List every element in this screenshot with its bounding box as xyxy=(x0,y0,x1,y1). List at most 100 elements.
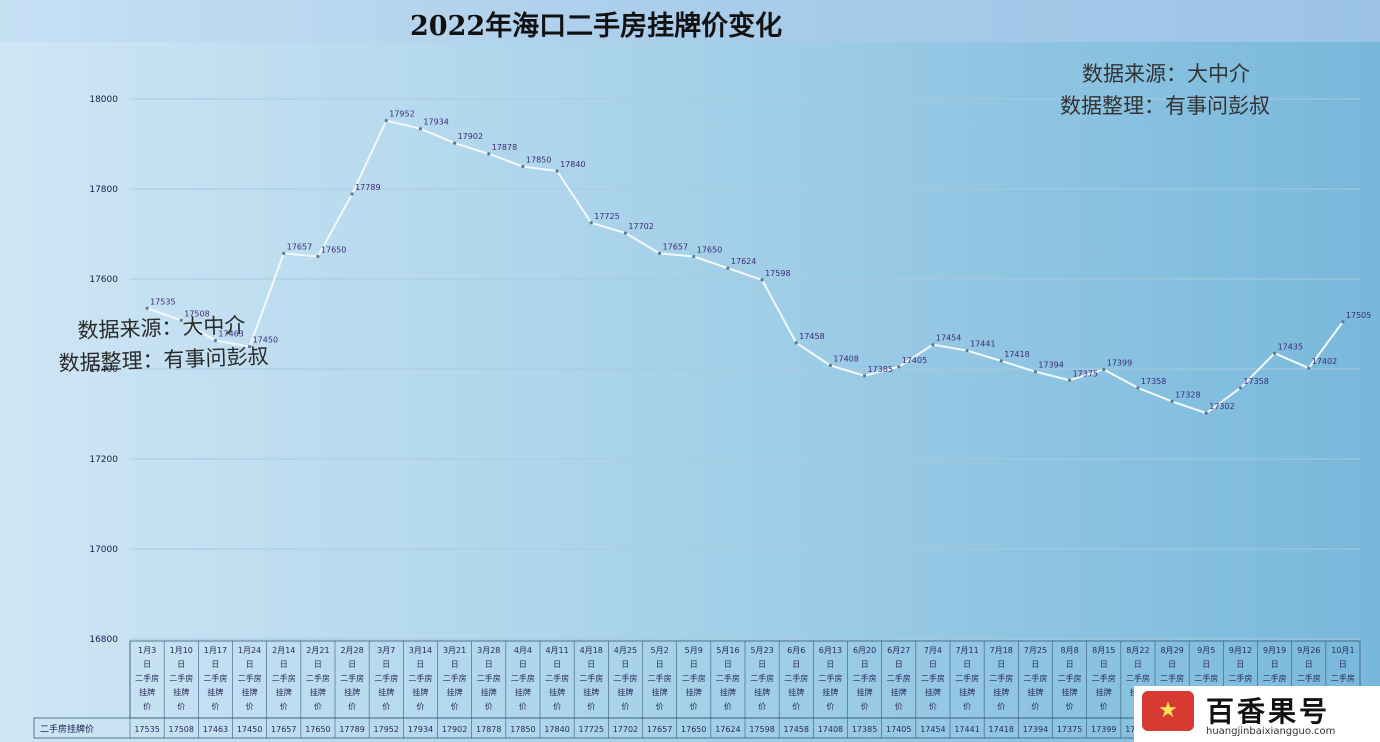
category-label: 3月7 日二手房挂牌价 xyxy=(374,646,398,711)
data-label: 17302 xyxy=(1209,402,1234,411)
data-label: 17598 xyxy=(765,269,790,278)
category-label: 6月20 日二手房挂牌价 xyxy=(853,646,877,711)
data-point xyxy=(418,127,423,131)
data-point xyxy=(452,141,457,145)
data-label: 17441 xyxy=(970,340,995,349)
table-value: 17850 xyxy=(510,725,535,734)
table-value: 17650 xyxy=(681,725,706,734)
table-value: 17394 xyxy=(1023,725,1048,734)
table-value: 17508 xyxy=(169,725,194,734)
data-label: 17463 xyxy=(218,330,243,339)
category-label: 6月13 日二手房挂牌价 xyxy=(818,646,842,711)
data-label: 17405 xyxy=(902,356,927,365)
data-point xyxy=(1307,366,1311,370)
table-value: 17650 xyxy=(305,725,330,734)
data-label: 17657 xyxy=(663,242,688,251)
data-label: 17435 xyxy=(1278,342,1303,351)
data-point xyxy=(1272,351,1277,355)
data-label: 17850 xyxy=(526,156,551,165)
table-value: 17702 xyxy=(613,725,638,734)
table-value: 17657 xyxy=(271,725,296,734)
category-label: 7月4 日二手房挂牌价 xyxy=(921,646,945,711)
data-label: 17328 xyxy=(1175,390,1200,399)
data-label: 17934 xyxy=(423,118,448,127)
data-label: 17624 xyxy=(731,257,756,266)
table-value: 17952 xyxy=(374,725,399,734)
data-label: 17650 xyxy=(321,246,346,255)
data-label: 17394 xyxy=(1038,361,1063,370)
category-label: 1月24 日二手房挂牌价 xyxy=(238,646,262,711)
data-point xyxy=(316,254,320,259)
category-label: 1月10 日二手房挂牌价 xyxy=(169,646,193,711)
category-label: 6月6 日二手房挂牌价 xyxy=(784,646,808,711)
data-label: 17902 xyxy=(458,132,483,141)
data-point xyxy=(1136,386,1140,390)
data-point xyxy=(794,341,798,345)
data-point xyxy=(657,251,662,255)
data-point xyxy=(862,374,867,378)
data-point xyxy=(350,192,354,196)
title-bar: 2022年海口二手房挂牌价变化 xyxy=(0,0,1380,42)
category-label: 6月27 日二手房挂牌价 xyxy=(887,646,911,711)
data-point xyxy=(1170,399,1174,403)
table-value: 17399 xyxy=(1091,725,1116,734)
category-label: 3月28 日二手房挂牌价 xyxy=(477,646,501,711)
data-point xyxy=(179,318,183,322)
data-label: 17840 xyxy=(560,160,585,169)
category-label: 7月25 日二手房挂牌价 xyxy=(1023,646,1047,711)
data-label: 17952 xyxy=(389,110,414,119)
table-value: 17624 xyxy=(715,725,740,734)
data-point xyxy=(589,221,593,225)
data-point xyxy=(145,306,149,310)
data-point xyxy=(965,348,969,353)
data-label: 17402 xyxy=(1312,357,1337,366)
data-label: 17385 xyxy=(868,365,893,374)
data-point xyxy=(726,266,730,270)
series-line xyxy=(146,119,1344,415)
data-point xyxy=(1033,370,1038,374)
data-point xyxy=(555,169,559,173)
data-label: 17505 xyxy=(1346,311,1371,320)
table-value: 17840 xyxy=(544,725,569,734)
data-label: 17458 xyxy=(799,332,824,341)
category-label: 1月17 日二手房挂牌价 xyxy=(203,646,227,711)
data-label: 17399 xyxy=(1107,358,1132,367)
data-point xyxy=(931,343,935,347)
y-tick-label: 17400 xyxy=(89,365,118,375)
source-line-2: 数据整理：有事问彭叔 xyxy=(1060,94,1270,118)
y-tick-label: 17600 xyxy=(89,275,118,285)
data-label: 17535 xyxy=(150,297,175,306)
data-label: 17375 xyxy=(1073,369,1098,378)
category-label: 2月21 日二手房挂牌价 xyxy=(306,646,330,711)
data-label: 17418 xyxy=(1004,350,1029,359)
data-point xyxy=(828,363,833,367)
data-point xyxy=(897,365,901,369)
y-tick-label: 17200 xyxy=(89,455,118,465)
watermark-name: 百香果号 xyxy=(1206,695,1331,728)
table-value: 17385 xyxy=(852,725,877,734)
category-label: 7月11 日二手房挂牌价 xyxy=(955,646,979,711)
data-point xyxy=(760,278,764,282)
data-point xyxy=(999,359,1003,363)
data-label: 17789 xyxy=(355,183,380,192)
table-value: 17657 xyxy=(647,725,672,734)
category-label: 5月23 日二手房挂牌价 xyxy=(750,646,774,711)
table-value: 17405 xyxy=(886,725,911,734)
data-point xyxy=(1238,386,1243,390)
y-tick-label: 17800 xyxy=(89,185,118,195)
data-point xyxy=(1341,320,1345,324)
data-point xyxy=(1102,367,1106,372)
y-tick-label: 18000 xyxy=(89,95,118,105)
data-source-note: 数据来源：大中介 数据整理：有事问彭叔 xyxy=(1060,58,1270,122)
source-line-1: 数据来源：大中介 xyxy=(1082,62,1250,86)
category-label: 5月2 日二手房挂牌价 xyxy=(648,646,672,711)
data-point xyxy=(521,164,525,169)
data-label: 17358 xyxy=(1141,377,1166,386)
category-label: 4月25 日二手房挂牌价 xyxy=(613,646,637,711)
data-label: 17725 xyxy=(594,212,619,221)
data-point xyxy=(384,119,388,123)
data-label: 17702 xyxy=(628,222,653,231)
chart-title: 2022年海口二手房挂牌价变化 xyxy=(410,11,783,42)
data-label: 17358 xyxy=(1243,377,1268,386)
table-value: 17375 xyxy=(1057,725,1082,734)
